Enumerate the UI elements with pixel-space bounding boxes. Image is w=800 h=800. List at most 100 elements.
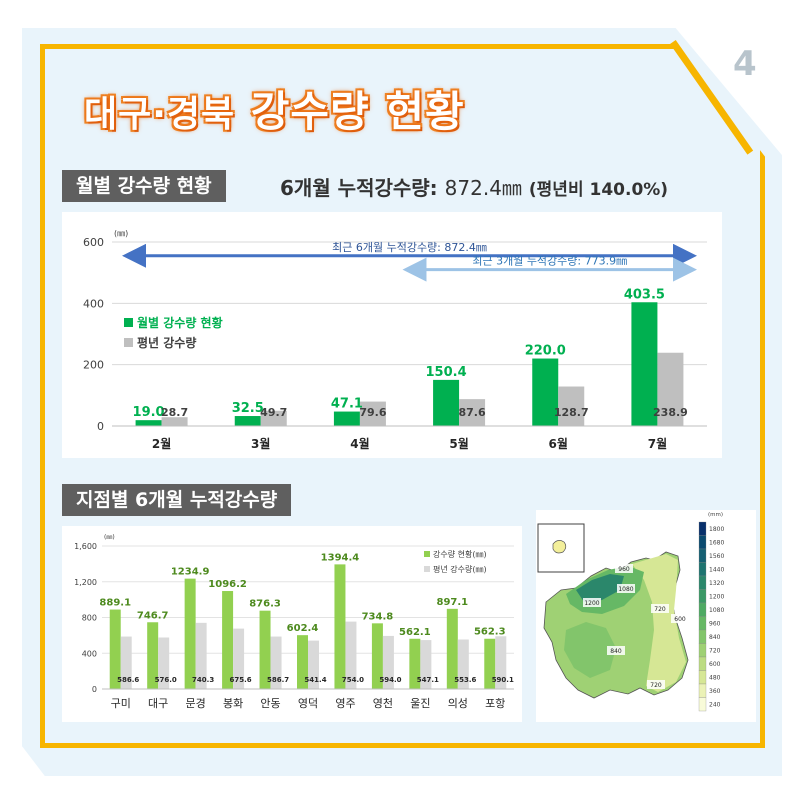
legend-swatch-normal (424, 566, 430, 572)
data-label-normal: 128.7 (554, 406, 589, 419)
data-label-normal: 740.3 (192, 676, 214, 684)
data-label-normal: 49.7 (260, 406, 287, 419)
page-number: 4 (733, 44, 757, 84)
contour-label-bg (615, 564, 633, 573)
data-label-normal: 586.7 (267, 676, 289, 684)
bar-normal (345, 621, 357, 689)
scale-swatch (698, 602, 707, 617)
x-tick-label: 포항 (485, 697, 505, 710)
data-label-current: 602.4 (287, 623, 319, 634)
x-tick-label: 봉화 (223, 697, 243, 710)
monthly-section-label: 월별 강수량 현황 (62, 170, 226, 202)
contour-label: 840 (610, 648, 622, 655)
bar-current (334, 564, 346, 689)
title-main: 강수량 현황 (250, 87, 465, 136)
monthly-chart-panel: 0 200 400 600 (㎜) 19.0 28.7 2월 32.5 49.7 3월 47.1 79.… (62, 212, 722, 458)
bar-normal (495, 636, 507, 689)
data-label-normal: 28.7 (161, 406, 188, 419)
scale-label: 1680 (709, 540, 724, 547)
scale-swatch (698, 629, 707, 644)
summary-value: 872.4㎜ (444, 176, 522, 200)
region-mid-south (564, 622, 616, 678)
data-label-current: 746.7 (137, 610, 169, 621)
scale-label: 1080 (709, 607, 724, 614)
legend-swatch-current (424, 551, 430, 557)
scale-swatch (698, 616, 707, 631)
bar-normal (260, 410, 287, 426)
bar-normal (420, 640, 432, 689)
data-label-current: 47.1 (331, 397, 363, 412)
contour-label-bg (607, 646, 625, 655)
x-tick-label: 영덕 (298, 697, 318, 710)
data-label-normal: 675.6 (230, 676, 252, 684)
data-label-current: 1234.9 (171, 567, 210, 578)
bar-normal (161, 417, 188, 426)
rainfall-map: 960 1080 1200 720 600 840 720 (mm) 1800 1680 1560 1… (537, 512, 724, 712)
y-tick-label: 200 (83, 359, 104, 372)
data-label-normal: 87.6 (459, 406, 486, 419)
bar-normal (158, 637, 170, 689)
scale-swatch (698, 575, 707, 590)
legend-label-normal: 평년 강수량(㎜) (433, 564, 487, 574)
scale-label: 360 (709, 688, 721, 695)
annotation-6month: 최근 6개월 누적강수량: 872.4㎜ (332, 241, 487, 254)
scale-swatch (698, 683, 707, 698)
monthly-summary: 6개월 누적강수량: 872.4㎜ (평년비 140.0%) (280, 172, 668, 201)
scale-swatch (698, 670, 707, 685)
bar-current (484, 638, 496, 689)
y-tick-label: 1,600 (74, 542, 97, 551)
bar-current (234, 416, 261, 426)
scale-swatch (698, 521, 707, 536)
y-tick-label: 800 (82, 614, 97, 623)
scale-label: 720 (709, 648, 721, 655)
data-label-normal: 590.1 (492, 676, 514, 684)
bar-normal (382, 635, 394, 689)
monthly-chart: 0 200 400 600 (㎜) 19.028.7 2월 32.549.7 3월 47.179.… (83, 229, 707, 451)
data-label-normal: 576.0 (155, 676, 177, 684)
bar-normal (120, 636, 132, 689)
data-label-current: 1096.2 (208, 579, 247, 590)
bar-current (371, 623, 383, 689)
data-label-current: 562.3 (474, 627, 506, 638)
data-label-current: 150.4 (426, 365, 467, 380)
legend-swatch-normal (124, 338, 133, 347)
x-tick-label: 의성 (448, 697, 468, 710)
x-tick-label: 문경 (186, 697, 206, 710)
x-tick-label: 2월 (152, 436, 171, 451)
y-tick-label: 400 (83, 297, 104, 310)
bar-current (222, 591, 234, 689)
x-tick-label: 대구 (148, 697, 168, 710)
data-label-normal: 754.0 (342, 676, 364, 684)
scale-swatch (698, 589, 707, 604)
bar-current (147, 622, 159, 689)
x-tick-label: 3월 (251, 436, 270, 451)
data-label-current: 734.8 (362, 611, 394, 622)
page-title: 대구·경북 강수량 현황 (84, 78, 465, 139)
bar-current (297, 635, 308, 689)
scale-swatch (698, 562, 707, 577)
scale-label: 1800 (709, 526, 724, 533)
station-chart: 0 400 800 1,200 1,600 (㎜) 889.1 586.6 구미 746.7 576… (74, 534, 514, 710)
bar-current (631, 302, 658, 426)
y-tick-label: 400 (82, 649, 97, 658)
x-tick-label: 5월 (449, 436, 468, 451)
bar-current (446, 608, 458, 689)
scale-label: 1440 (709, 567, 724, 574)
x-tick-label: 4월 (350, 436, 369, 451)
scale-label: 840 (709, 634, 721, 641)
bar-normal (233, 628, 245, 689)
annotation-3month: 최근 3개월 누적강수량: 773.9㎜ (472, 255, 627, 268)
data-label-normal: 553.6 (454, 676, 476, 684)
data-label-normal: 541.4 (304, 676, 326, 684)
station-chart-panel: 0 400 800 1,200 1,600 (㎜) 889.1 586.6 구미 746.7 576… (62, 526, 522, 722)
y-tick-label: 0 (97, 420, 104, 433)
contour-label: 720 (654, 606, 666, 613)
data-label-normal: 79.6 (359, 406, 386, 419)
rainfall-map-panel: 960 1080 1200 720 600 840 720 (mm) 1800 1680 1560 1… (536, 510, 756, 722)
scale-swatch (698, 643, 707, 658)
y-tick-label: 600 (83, 236, 104, 249)
data-label-normal: 238.9 (653, 406, 688, 419)
data-label-current: 562.1 (399, 627, 431, 638)
region-dry-east (632, 554, 686, 692)
